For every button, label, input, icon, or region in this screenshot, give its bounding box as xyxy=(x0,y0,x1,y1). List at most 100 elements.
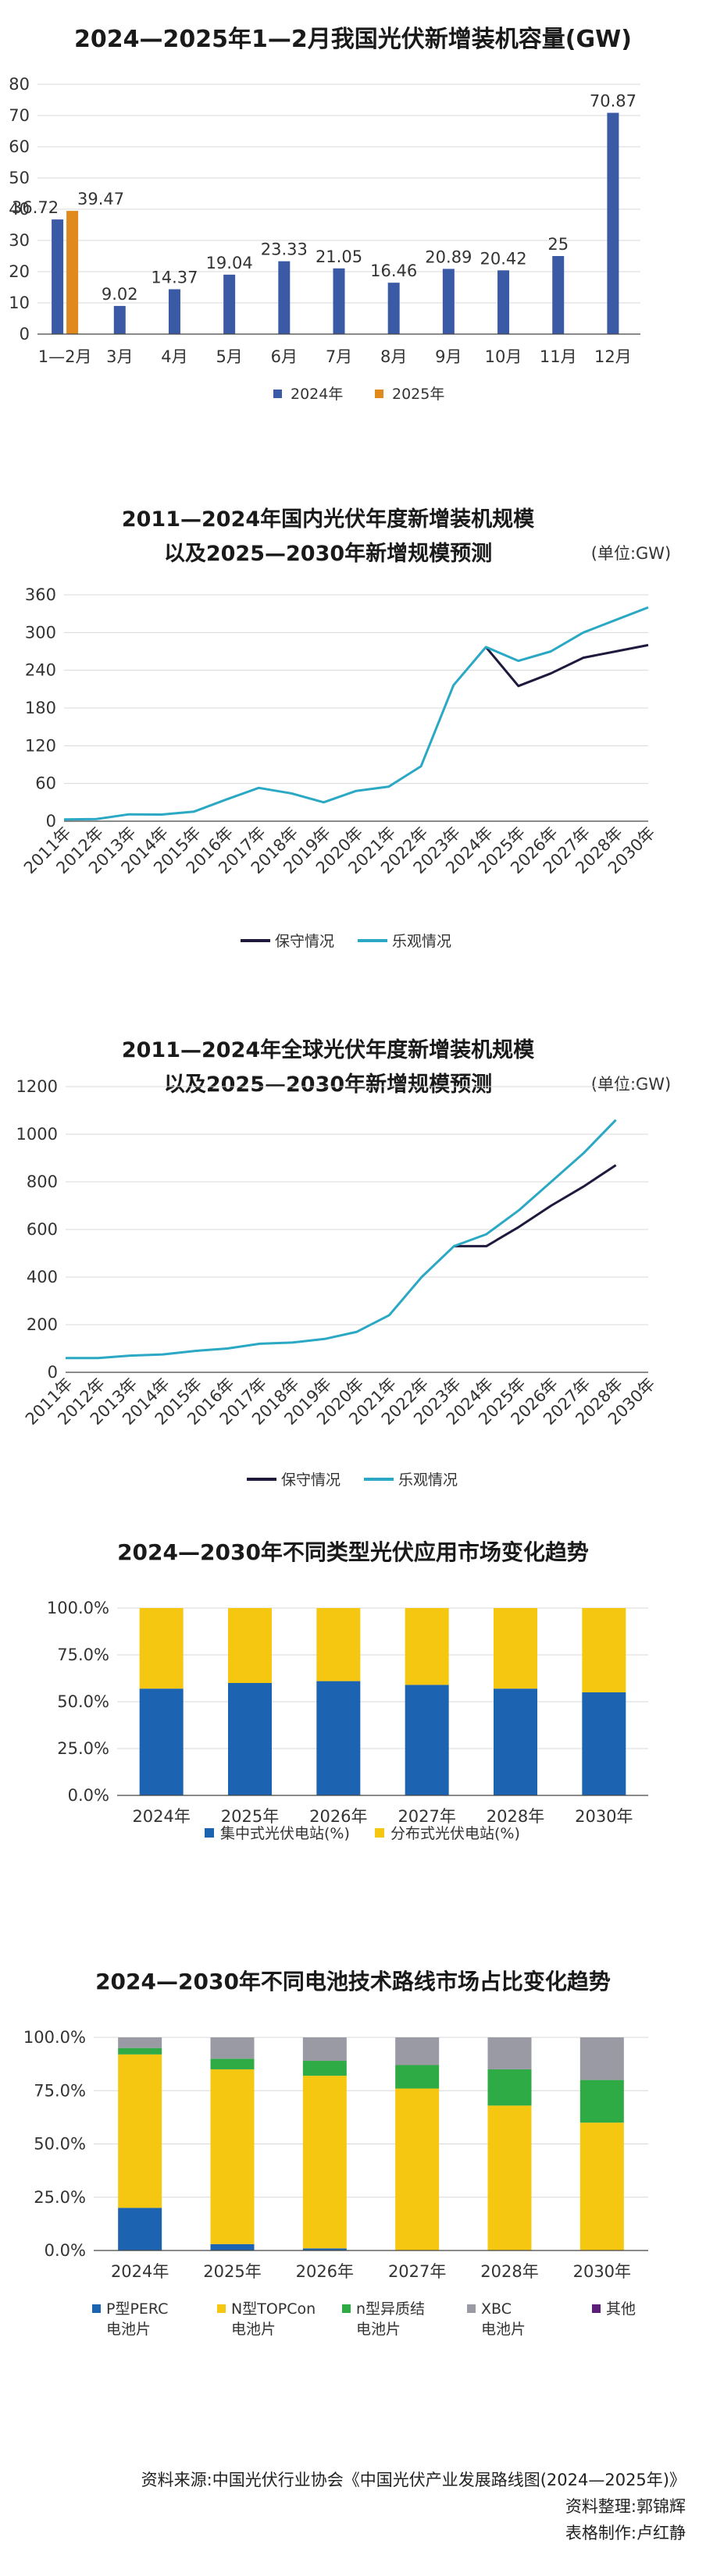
bar-segment xyxy=(228,1608,272,1683)
legend-label: 保守情况 xyxy=(275,933,334,950)
legend-label-line2: 电池片 xyxy=(481,2321,526,2338)
bar-segment xyxy=(210,2037,255,2059)
y-tick-label: 100.0% xyxy=(47,1599,109,1617)
bar-segment xyxy=(395,2037,440,2065)
y-tick-label: 120 xyxy=(25,736,56,755)
chart-subtitle: 以及2025—2030年新增规模预测 xyxy=(164,1072,492,1097)
unit-label: (单位:GW) xyxy=(591,544,672,563)
bar-segment xyxy=(316,1681,361,1795)
legend-swatch xyxy=(205,1828,214,1838)
bar-segment xyxy=(579,2122,624,2250)
bar xyxy=(497,270,510,334)
bar-segment xyxy=(302,2037,347,2062)
y-tick-label: 1000 xyxy=(16,1125,58,1144)
y-tick-label: 20 xyxy=(9,262,30,281)
x-tick-label: 4月 xyxy=(161,347,187,366)
legend-swatch xyxy=(342,2304,351,2313)
legend-swatch xyxy=(467,2304,476,2313)
y-tick-label: 60 xyxy=(35,774,56,793)
bar-segment xyxy=(487,2105,532,2250)
bar xyxy=(223,274,236,334)
bar-segment xyxy=(582,1608,626,1692)
x-tick-label: 2025年 xyxy=(221,1807,279,1826)
chart-subtitle: 以及2025—2030年新增规模预测 xyxy=(164,541,492,566)
x-tick-label: 6月 xyxy=(271,347,298,366)
bar-segment xyxy=(582,1692,626,1795)
chart-monthly-installations: 2024—2025年1—2月我国光伏新增装机容量(GW) 0 10 20 30 40 50 6… xyxy=(9,26,640,403)
x-tick-label: 2025年 xyxy=(203,2262,261,2281)
x-tick-label: 2027年 xyxy=(398,1807,455,1826)
legend-swatch xyxy=(273,390,282,398)
x-tick-label: 7月 xyxy=(326,347,352,366)
y-tick-label: 180 xyxy=(25,699,56,717)
y-tick-label: 360 xyxy=(25,585,56,604)
chart-domestic-annual: 2011—2024年国内光伏年度新增装机规模以及2025—2030年新增规模预测… xyxy=(20,507,672,950)
bar-segment xyxy=(210,2243,255,2250)
x-tick-label: 2028年 xyxy=(487,1807,544,1826)
data-label: 25 xyxy=(547,235,569,254)
y-tick-label: 0 xyxy=(20,325,30,343)
bar xyxy=(607,112,619,334)
bar-segment xyxy=(118,2037,162,2048)
bar-segment xyxy=(405,1685,449,1795)
data-label: 9.02 xyxy=(102,285,138,304)
bar xyxy=(442,269,455,334)
bar xyxy=(278,261,291,334)
credits: 资料来源:中国光伏行业协会《中国光伏产业发展路线图(2024—2025年)》 资… xyxy=(141,2467,686,2546)
bar-segment xyxy=(405,1608,449,1685)
bar-segment xyxy=(118,2054,162,2208)
data-label: 16.46 xyxy=(370,262,417,280)
y-tick-label: 10 xyxy=(9,294,30,312)
y-tick-label: 25.0% xyxy=(57,1739,109,1758)
y-tick-label: 100.0% xyxy=(23,2028,86,2047)
x-tick-label: 5月 xyxy=(216,347,242,366)
bar-segment xyxy=(302,2061,347,2076)
bar xyxy=(52,219,64,334)
chart-application-market: 2024—2030年不同类型光伏应用市场变化趋势 0.0% 25.0% 50.0% 75… xyxy=(47,1539,648,1842)
bar xyxy=(333,268,345,334)
chart-title: 2024—2030年不同电池技术路线市场占比变化趋势 xyxy=(95,1969,611,1994)
data-label: 21.05 xyxy=(316,247,362,266)
chart-title: 2011—2024年全球光伏年度新增装机规模 xyxy=(122,1037,534,1062)
legend-label: 集中式光伏电站(%) xyxy=(220,1825,350,1842)
x-tick-label: 2024年 xyxy=(111,2262,169,2281)
y-tick-label: 50 xyxy=(9,169,30,187)
legend-label: 乐观情况 xyxy=(398,1471,458,1489)
legend-label: P型PERC xyxy=(106,2300,168,2318)
y-tick-label: 25.0% xyxy=(34,2188,86,2207)
maker-note: 表格制作:卢红静 xyxy=(565,2524,686,2542)
x-tick-label: 2026年 xyxy=(309,1807,367,1826)
data-label: 20.42 xyxy=(480,249,526,268)
x-tick-label: 9月 xyxy=(435,347,462,366)
y-tick-label: 300 xyxy=(25,623,56,642)
x-tick-label: 2028年 xyxy=(480,2262,538,2281)
legend-label: n型异质结 xyxy=(356,2300,425,2318)
bar-segment xyxy=(118,2208,162,2250)
y-tick-label: 1200 xyxy=(16,1077,58,1096)
legend-label-line2: 电池片 xyxy=(106,2321,151,2338)
legend-label: N型TOPCon xyxy=(231,2300,316,2318)
y-tick-label: 600 xyxy=(27,1220,58,1239)
bar-segment xyxy=(395,2065,440,2089)
bar-segment xyxy=(118,2048,162,2055)
bar-segment xyxy=(302,2248,347,2250)
y-tick-label: 0.0% xyxy=(68,1786,109,1805)
y-tick-label: 0 xyxy=(46,812,56,831)
legend-swatch xyxy=(375,390,383,398)
y-tick-label: 800 xyxy=(27,1172,58,1191)
x-tick-label: 2030年 xyxy=(575,1807,633,1826)
x-tick-label: 1—2月 xyxy=(38,347,92,366)
chart-title: 2024—2025年1—2月我国光伏新增装机容量(GW) xyxy=(74,26,632,53)
y-tick-label: 60 xyxy=(9,137,30,156)
y-tick-label: 75.0% xyxy=(57,1646,109,1664)
bar-segment xyxy=(139,1608,184,1689)
data-label: 14.37 xyxy=(151,269,198,287)
y-tick-label: 0 xyxy=(48,1363,58,1382)
x-tick-label: 2030年 xyxy=(573,2262,631,2281)
x-tick-label: 11月 xyxy=(540,347,577,366)
data-label: 36.72 xyxy=(12,198,59,217)
data-label: 70.87 xyxy=(590,92,636,111)
bar xyxy=(113,305,126,334)
chart-title: 2024—2030年不同类型光伏应用市场变化趋势 xyxy=(117,1539,589,1565)
data-label: 20.89 xyxy=(425,247,472,266)
